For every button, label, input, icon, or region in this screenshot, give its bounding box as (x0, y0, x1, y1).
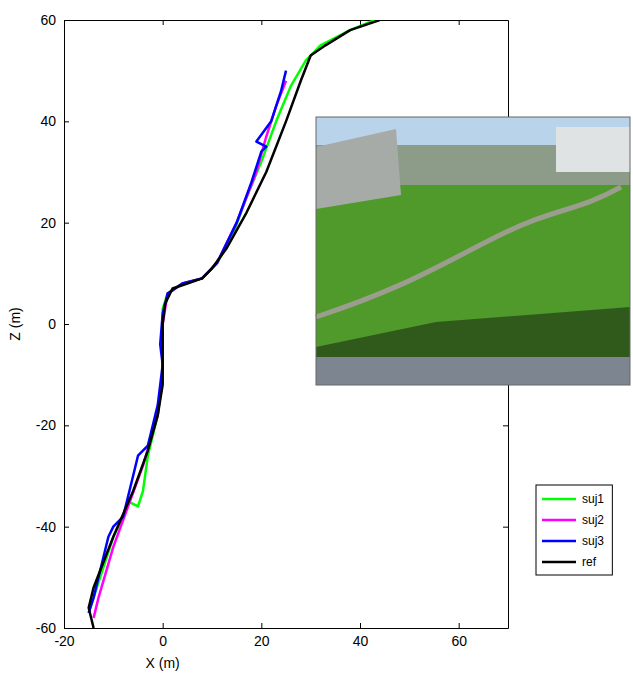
tick-mark (163, 20, 164, 25)
tick-mark (64, 121, 69, 122)
tick-mark (64, 324, 69, 325)
tick-mark (360, 623, 361, 628)
tick-mark (503, 20, 508, 21)
x-axis-title: X (m) (146, 655, 180, 671)
tick-label: 0 (159, 633, 167, 649)
photo-path (316, 187, 621, 317)
tick-label: 40 (353, 633, 369, 649)
photo-grass (316, 117, 630, 385)
tick (360, 20, 361, 25)
tick-mark (360, 20, 361, 25)
tick (261, 20, 262, 25)
photo-ledge (316, 357, 630, 385)
photo-shadow (316, 307, 630, 357)
tick (459, 20, 460, 25)
y-axis-title: Z (m) (7, 307, 23, 340)
tick: -60 (36, 620, 69, 636)
legend-swatch (542, 540, 576, 543)
photo-building (316, 129, 401, 209)
legend-box (536, 485, 612, 575)
legend-swatch (542, 561, 576, 564)
x-axis-top (65, 20, 509, 25)
tick: -20 (36, 417, 69, 433)
legend-swatch (542, 519, 576, 522)
legend-swatch (542, 498, 576, 501)
legend-label: suj2 (582, 513, 604, 527)
tick-mark (64, 425, 69, 426)
tick-label: 60 (40, 12, 56, 28)
tick-label: 40 (40, 113, 56, 129)
tick-mark (503, 628, 508, 629)
tick (503, 20, 508, 21)
tick-label: -20 (36, 417, 56, 433)
tick-mark (503, 527, 508, 528)
tick-mark (163, 623, 164, 628)
legend-label: suj1 (582, 492, 604, 506)
legend-label: ref (582, 555, 597, 569)
tick-mark (261, 623, 262, 628)
legend: suj1 suj2 suj3 ref (536, 485, 612, 575)
trajectory-line (89, 71, 286, 613)
tick-label: -40 (36, 519, 56, 535)
tick: 20 (40, 215, 69, 231)
x-axis: -20 0 20 40 60 (54, 623, 508, 649)
tick (163, 20, 164, 25)
tick-label: -20 (54, 633, 74, 649)
tick (503, 628, 508, 629)
tick: 0 (48, 316, 69, 332)
axis-line (65, 628, 509, 629)
tick: 60 (451, 623, 467, 649)
tick-mark (459, 20, 460, 25)
photo-border (316, 117, 630, 385)
tick-mark (503, 425, 508, 426)
photo-inset (316, 117, 630, 385)
y-axis: -60 -40 -20 0 20 40 60 (36, 12, 69, 636)
tick-mark (261, 20, 262, 25)
tick: 0 (159, 623, 167, 649)
tick: -40 (36, 519, 69, 535)
tick: 60 (40, 12, 69, 28)
tick-mark (64, 20, 65, 25)
chart: -20 0 20 40 60 -60 -40 -20 0 20 40 60 X (m) Z (m) suj1… (0, 0, 633, 677)
legend-label: suj3 (582, 534, 604, 548)
tick: 20 (254, 623, 270, 649)
tick: 40 (353, 623, 369, 649)
frame-line (65, 20, 509, 21)
tick-mark (64, 628, 69, 629)
tick: 40 (40, 113, 69, 129)
tick-label: 60 (451, 633, 467, 649)
tick (64, 20, 65, 25)
tick (503, 527, 508, 528)
photo-building (556, 127, 630, 172)
tick-label: 20 (254, 633, 270, 649)
tick-label: 20 (40, 215, 56, 231)
tick-mark (64, 527, 69, 528)
tick (503, 425, 508, 426)
tick-mark (459, 623, 460, 628)
tick-mark (64, 223, 69, 224)
tick-label: 0 (48, 316, 56, 332)
tick-label: -60 (36, 620, 56, 636)
